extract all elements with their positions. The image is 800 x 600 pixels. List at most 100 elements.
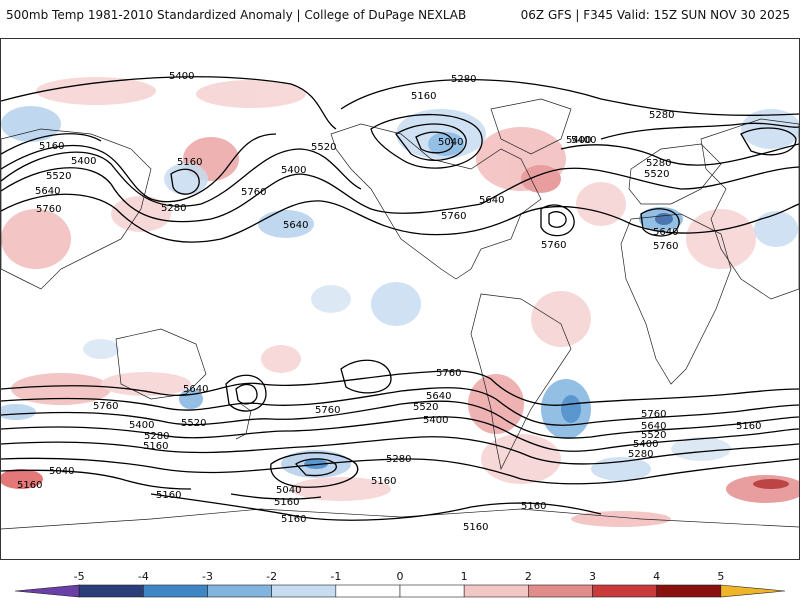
contour-label: 5400 xyxy=(281,165,306,176)
warm-anomaly xyxy=(111,196,171,232)
contour-low-europe xyxy=(640,208,680,237)
warm-anomalies xyxy=(1,77,799,527)
coastlines xyxy=(1,98,799,530)
contour-label: 5400 xyxy=(169,71,194,82)
contour-south-5040 xyxy=(1,469,192,490)
contour-label: 5160 xyxy=(39,141,64,152)
colorbar-tick-label: 4 xyxy=(653,570,661,583)
contour-label: 5760 xyxy=(653,241,678,252)
contour-label: 5640 xyxy=(183,384,208,395)
contour-label: 5640 xyxy=(479,195,504,206)
contour-label: 5160 xyxy=(371,476,396,487)
colorbar-tick-label: -2 xyxy=(266,570,278,583)
contour-label: 5400 xyxy=(571,135,596,146)
contour-low-east-asia xyxy=(170,168,200,195)
warm-anomaly xyxy=(101,372,191,396)
contour-label: 5160 xyxy=(17,480,42,491)
contour-south-5400 xyxy=(1,416,799,452)
contour-south-5760 xyxy=(1,370,799,406)
cold-anomaly xyxy=(1,106,61,142)
contour-antarctic-5160 xyxy=(150,493,602,521)
colorbar-tick-label: 2 xyxy=(524,570,532,583)
contour-label: 5760 xyxy=(315,405,340,416)
cold-anomaly xyxy=(1,404,36,420)
colorbar-segment xyxy=(143,584,208,598)
contour-5400-east xyxy=(560,143,799,166)
colorbar-tick-label: 3 xyxy=(589,570,596,583)
warm-anomaly xyxy=(521,165,561,193)
colorbar-segment xyxy=(592,584,657,598)
colorbar-segment xyxy=(656,584,722,598)
warm-anomaly xyxy=(1,469,43,489)
colorbar-tick-label: -1 xyxy=(330,570,342,583)
colorbar-tick-label: 0 xyxy=(396,570,404,583)
colorbar-segment xyxy=(528,584,593,598)
contour-label: 5280 xyxy=(628,449,653,460)
cold-anomaly xyxy=(258,210,314,238)
antarctica-outline xyxy=(1,508,799,530)
contour-label: 5760 xyxy=(241,187,266,198)
contour-label: 5280 xyxy=(646,158,671,169)
contour-label: 5160 xyxy=(156,490,181,501)
warm-anomaly xyxy=(531,291,591,347)
contour-low-atlantic-2 xyxy=(548,211,567,228)
contour-label: 5160 xyxy=(274,497,299,508)
greenland-outline xyxy=(490,98,572,155)
contour-south-5160 xyxy=(1,457,799,485)
contour-label: 5520 xyxy=(311,142,336,153)
cold-anomaly xyxy=(561,395,581,423)
warm-anomaly xyxy=(468,374,524,434)
contour-label: 5640 xyxy=(426,391,451,402)
cold-anomaly xyxy=(371,282,421,326)
contour-label: 5640 xyxy=(653,227,678,238)
map-canvas[interactable]: 5400 5280 5160 5040 5400 5280 5520 5400 … xyxy=(0,38,800,560)
colorbar-segment xyxy=(271,584,337,598)
contour-low-atlantic xyxy=(540,204,575,237)
colorbar-segment xyxy=(463,584,529,598)
contour-label: 5640 xyxy=(641,421,666,432)
contour-5280-north xyxy=(340,78,799,116)
contour-label: 5280 xyxy=(649,110,674,121)
contour-label: 5760 xyxy=(441,211,466,222)
contour-label: 5760 xyxy=(541,240,566,251)
warm-anomaly xyxy=(753,479,789,489)
colorbar-tick-label: 5 xyxy=(717,570,725,583)
contour-low-tasman xyxy=(225,374,267,412)
colorbar-segment xyxy=(78,584,144,598)
colorbar-tick-label: -3 xyxy=(202,570,213,583)
contour-5160-west xyxy=(1,133,102,155)
contour-label: 5040 xyxy=(276,485,301,496)
colorbar-tick-label: -5 xyxy=(73,570,85,583)
cold-anomaly xyxy=(591,457,651,481)
contour-label: 5760 xyxy=(93,401,118,412)
map-header: 500mb Temp 1981-2010 Standardized Anomal… xyxy=(0,0,800,36)
cold-anomaly xyxy=(671,437,731,461)
colorbar-segment xyxy=(14,584,80,598)
contour-label: 5400 xyxy=(566,135,591,146)
colorbar: -5 -4 -3 -2 -1 0 1 2 3 4 5 xyxy=(0,570,800,600)
contour-label: 5400 xyxy=(633,439,658,450)
colorbar-tick-label: -4 xyxy=(137,570,149,583)
cold-anomaly xyxy=(428,132,464,156)
contour-label: 5160 xyxy=(177,157,202,168)
colorbar-segment xyxy=(720,584,786,598)
cold-anomaly xyxy=(754,211,798,247)
warm-anomaly xyxy=(196,80,306,108)
asia-west-outline xyxy=(1,128,152,290)
contour-low-siberia xyxy=(740,127,797,156)
contour-south-5280 xyxy=(1,436,799,465)
contour-label: 5520 xyxy=(641,430,666,441)
contour-label: 5280 xyxy=(451,74,476,85)
warm-anomaly xyxy=(1,209,71,269)
warm-anomaly xyxy=(576,182,626,226)
map-title: 500mb Temp 1981-2010 Standardized Anomal… xyxy=(6,8,467,22)
contour-label: 5040 xyxy=(438,137,463,148)
contour-label: 5520 xyxy=(181,418,206,429)
run-info: 06Z GFS | F345 Valid: 15Z SUN NOV 30 202… xyxy=(520,8,790,22)
contour-label: 5160 xyxy=(521,501,546,512)
colorbar-tick-label: 1 xyxy=(460,570,468,583)
europe-outline xyxy=(628,143,722,205)
warm-anomaly xyxy=(261,345,301,373)
contour-low-south-pacific-2 xyxy=(295,458,337,477)
contour-low-tasman-2 xyxy=(235,383,258,405)
